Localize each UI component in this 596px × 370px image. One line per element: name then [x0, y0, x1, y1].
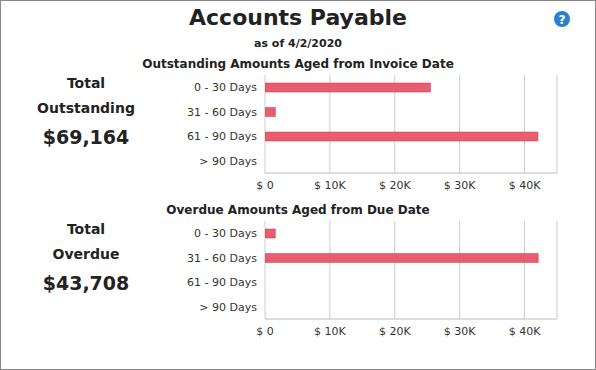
svg-text:?: ?: [559, 13, 566, 27]
svg-text:$ 10K: $ 10K: [314, 325, 346, 338]
svg-text:$ 10K: $ 10K: [314, 179, 346, 192]
svg-text:$ 40K: $ 40K: [509, 325, 541, 338]
svg-text:61 - 90 Days: 61 - 90 Days: [187, 130, 257, 143]
svg-text:0 - 30 Days: 0 - 30 Days: [194, 81, 257, 94]
html-text:Overdue Amounts Aged from Due: Overdue Amounts Aged from Due Date: [166, 203, 430, 217]
svg-text:$ 40K: $ 40K: [509, 179, 541, 192]
html-text:Outstanding Amounts Aged from: Outstanding Amounts Aged from Invoice Da…: [142, 57, 454, 71]
html-text:Total: Total: [66, 75, 106, 91]
html-text:Outstanding: Outstanding: [37, 100, 135, 116]
svg-text:61 - 90 Days: 61 - 90 Days: [187, 276, 257, 289]
svg-text:$ 30K: $ 30K: [444, 325, 476, 338]
html-text:Accounts Payable: Accounts Payable: [189, 5, 407, 30]
svg-text:> 90 Days: > 90 Days: [199, 301, 257, 314]
svg-text:$ 0: $ 0: [256, 179, 274, 192]
svg-text:$ 20K: $ 20K: [379, 179, 411, 192]
svg-text:0 - 30 Days: 0 - 30 Days: [194, 227, 257, 240]
html-text:Total: Total: [66, 221, 106, 237]
html-text:as of 4/2/2020: as of 4/2/2020: [254, 37, 342, 50]
svg-text:31 - 60 Days: 31 - 60 Days: [187, 106, 257, 119]
svg-text:$ 30K: $ 30K: [444, 179, 476, 192]
html-text:$43,708: $43,708: [42, 272, 130, 294]
html-text:Overdue: Overdue: [52, 246, 120, 262]
html-text:$69,164: $69,164: [42, 126, 130, 148]
svg-text:31 - 60 Days: 31 - 60 Days: [187, 252, 257, 265]
svg-text:$ 20K: $ 20K: [379, 325, 411, 338]
svg-text:> 90 Days: > 90 Days: [199, 155, 257, 168]
svg-text:$ 0: $ 0: [256, 325, 274, 338]
